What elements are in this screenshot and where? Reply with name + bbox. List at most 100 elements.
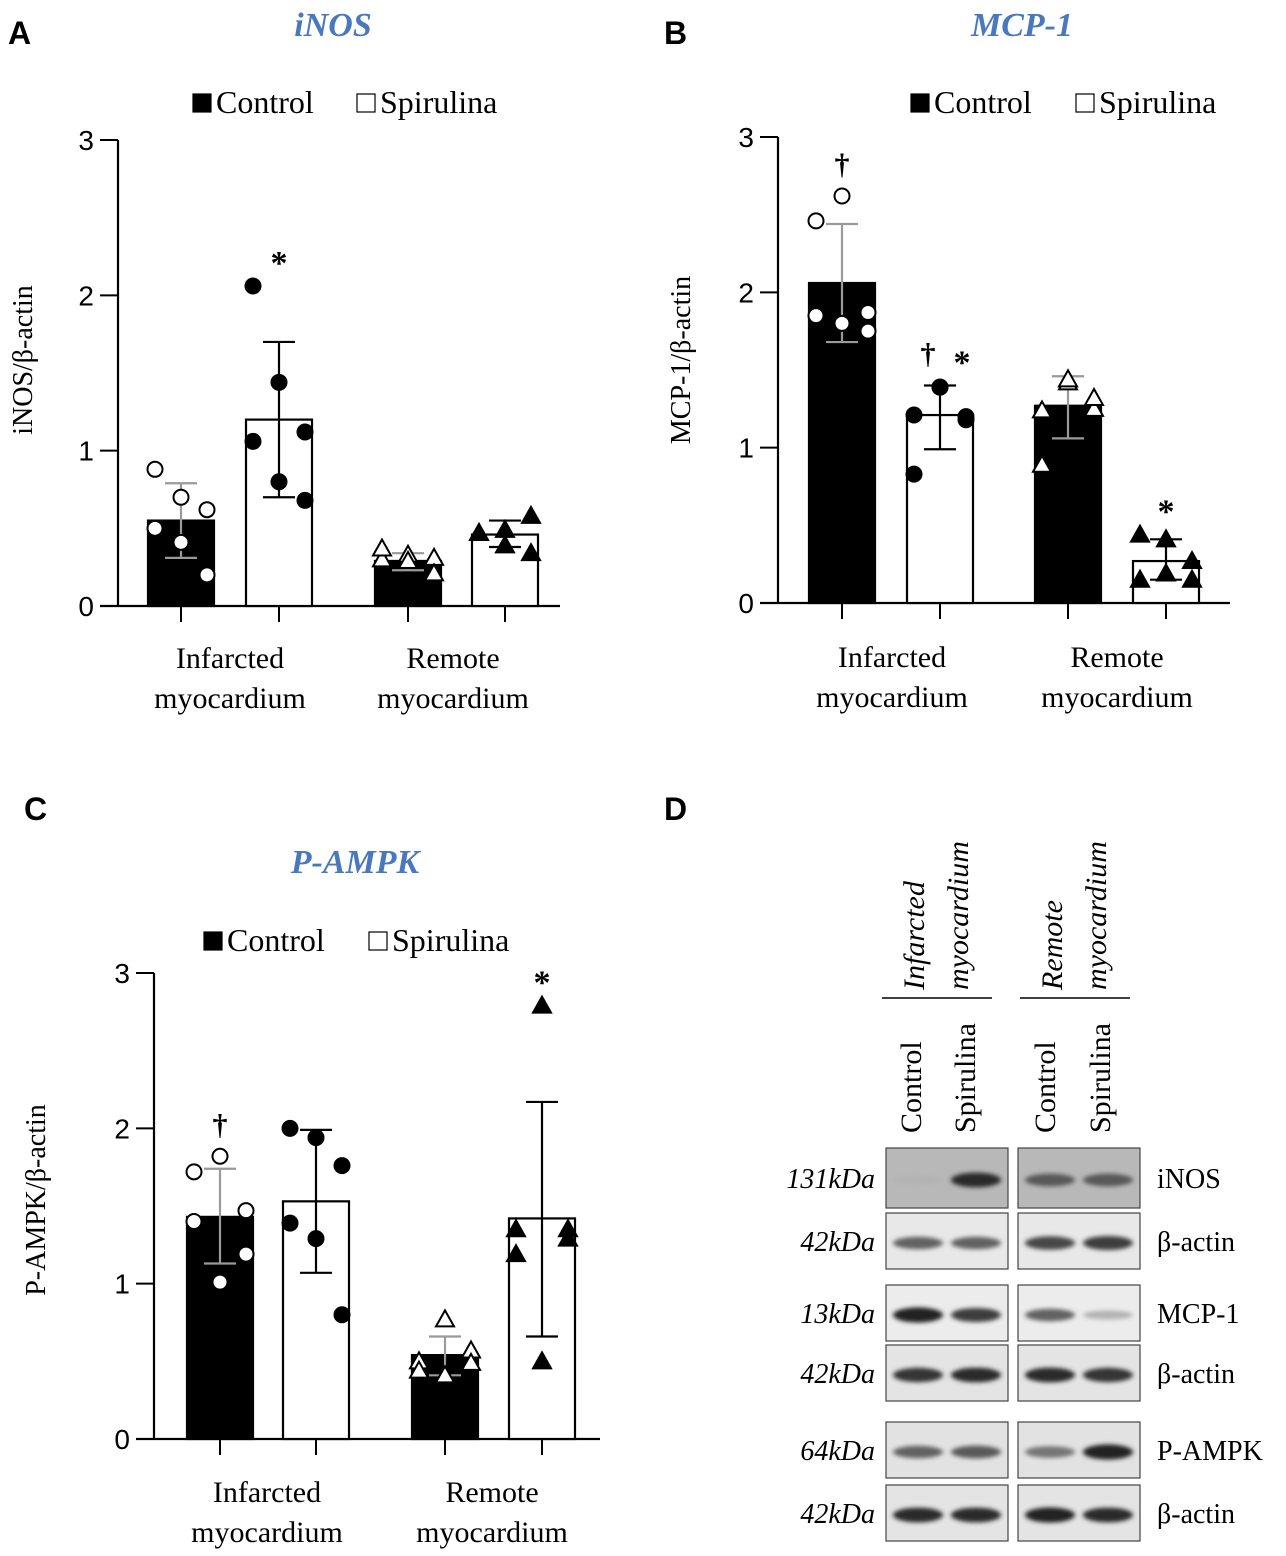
data-point-spirulina-infarcted: [905, 465, 923, 483]
protein-band: [893, 1236, 943, 1250]
data-point-spirulina-remote: [1129, 568, 1151, 588]
y-axis-label: MCP-1/β-actin: [666, 276, 697, 444]
protein-band: [1025, 1446, 1075, 1458]
protein-label: β-actin: [1157, 1499, 1235, 1530]
data-point-control-remote: [397, 549, 419, 569]
data-point-spirulina-infarcted: [281, 1214, 299, 1232]
protein-band: [1025, 1367, 1075, 1383]
molecular-weight-label: 42kDa: [800, 1359, 875, 1390]
y-tick-label: 3: [78, 125, 94, 156]
protein-label: β-actin: [1157, 1359, 1235, 1390]
significance-dagger: †: [213, 1108, 228, 1141]
category-label: Remote: [445, 1476, 538, 1509]
protein-label: P-AMPK: [1157, 1436, 1263, 1467]
legend-swatch-control: [203, 931, 223, 951]
data-point-control-remote: [460, 1351, 482, 1371]
category-label: myocardium: [1041, 681, 1193, 714]
protein-band: [951, 1172, 1001, 1188]
y-tick-label: 1: [738, 433, 754, 464]
protein-band: [951, 1445, 1001, 1459]
chart-title: P-AMPK: [290, 844, 422, 881]
data-point-spirulina-infarcted: [931, 378, 949, 396]
legend-label-control: Control: [934, 84, 1032, 120]
data-point-control-infarcted: [237, 1245, 255, 1263]
category-label: Remote: [406, 642, 499, 675]
legend-label-spirulina: Spirulina: [392, 922, 509, 958]
group-label: Remote: [1036, 900, 1069, 991]
y-tick-label: 2: [78, 280, 94, 311]
legend-swatch-spirulina: [368, 931, 388, 951]
group-label: Infarcted: [898, 880, 931, 991]
data-point-control-infarcted: [211, 1273, 229, 1291]
y-tick-label: 0: [738, 588, 754, 619]
y-tick-label: 0: [78, 591, 94, 622]
data-point-control-infarcted: [172, 488, 190, 506]
data-point-control-infarcted: [146, 460, 164, 478]
bar-charts: iNOS iNOS/β-actin Control Spirulina 0 1 2 3 Infa…: [8, 7, 1230, 1549]
data-point-control-infarcted: [859, 322, 877, 340]
data-point-control-infarcted: [172, 533, 190, 551]
significance-dagger: †: [921, 338, 936, 371]
data-point-spirulina-infarcted: [307, 1230, 325, 1248]
molecular-weight-label: 131kDa: [786, 1164, 875, 1195]
data-point-spirulina-remote: [557, 1218, 579, 1238]
significance-asterisk: *: [534, 965, 551, 1002]
protein-band: [951, 1236, 1001, 1250]
protein-band: [1083, 1310, 1133, 1320]
y-tick-label: 1: [78, 436, 94, 467]
data-point-control-remote: [423, 562, 445, 582]
legend-swatch-spirulina: [1075, 93, 1095, 113]
protein-band: [951, 1507, 1001, 1523]
data-point-control-remote: [1057, 368, 1079, 388]
protein-band: [1083, 1367, 1133, 1383]
protein-band: [1025, 1507, 1075, 1523]
data-point-control-remote: [1083, 397, 1105, 417]
molecular-weight-label: 64kDa: [800, 1436, 875, 1467]
data-point-control-remote: [1083, 386, 1105, 406]
lane-label-control: Control: [895, 1041, 928, 1133]
lane-label-spirulina: Spirulina: [949, 1023, 982, 1133]
protein-band: [1025, 1308, 1075, 1322]
data-point-spirulina-infarcted: [333, 1157, 351, 1175]
protein-band: [1083, 1173, 1133, 1187]
y-axis-label: iNOS/β-actin: [8, 285, 39, 435]
protein-band: [893, 1507, 943, 1523]
data-point-spirulina-remote: [1129, 523, 1151, 543]
category-label: myocardium: [416, 1516, 568, 1549]
protein-band: [1083, 1507, 1133, 1523]
legend-swatch-control: [910, 93, 930, 113]
protein-band: [893, 1367, 943, 1383]
data-point-control-infarcted: [211, 1147, 229, 1165]
data-point-control-infarcted: [198, 566, 216, 584]
y-tick-label: 3: [114, 958, 130, 989]
data-point-spirulina-remote: [531, 1350, 553, 1370]
data-point-control-infarcted: [185, 1163, 203, 1181]
data-point-control-remote: [1031, 453, 1053, 473]
lane-label-spirulina: Spirulina: [1084, 1023, 1117, 1133]
data-point-spirulina-remote: [1181, 550, 1203, 570]
protein-label: MCP-1: [1157, 1299, 1239, 1330]
protein-label: β-actin: [1157, 1227, 1235, 1258]
category-label: myocardium: [191, 1516, 343, 1549]
data-point-control-remote: [434, 1364, 456, 1384]
significance-dagger: †: [835, 148, 850, 181]
legend-label-spirulina: Spirulina: [380, 84, 497, 120]
data-point-control-remote: [371, 548, 393, 568]
western-blot-panel: Infarcted myocardium Remote myocardium Contr…: [786, 841, 1263, 1542]
chart-p-ampk: P-AMPK P-AMPK/β-actin Control Spirulina 0 1 2 3…: [21, 844, 600, 1549]
data-point-spirulina-remote: [520, 542, 542, 562]
protein-band: [893, 1307, 943, 1323]
data-point-spirulina-remote: [1155, 562, 1177, 582]
bar-spirulina-infarcted: [244, 418, 314, 608]
molecular-weight-label: 13kDa: [800, 1299, 875, 1330]
data-point-control-infarcted: [237, 1202, 255, 1220]
legend-swatch-spirulina: [356, 93, 376, 113]
lane-label-control: Control: [1029, 1041, 1062, 1133]
data-point-spirulina-infarcted: [281, 1119, 299, 1137]
data-point-spirulina-infarcted: [905, 406, 923, 424]
data-point-control-infarcted: [807, 307, 825, 325]
y-tick-label: 1: [114, 1269, 130, 1300]
y-tick-label: 2: [738, 277, 754, 308]
protein-band: [1083, 1236, 1133, 1250]
